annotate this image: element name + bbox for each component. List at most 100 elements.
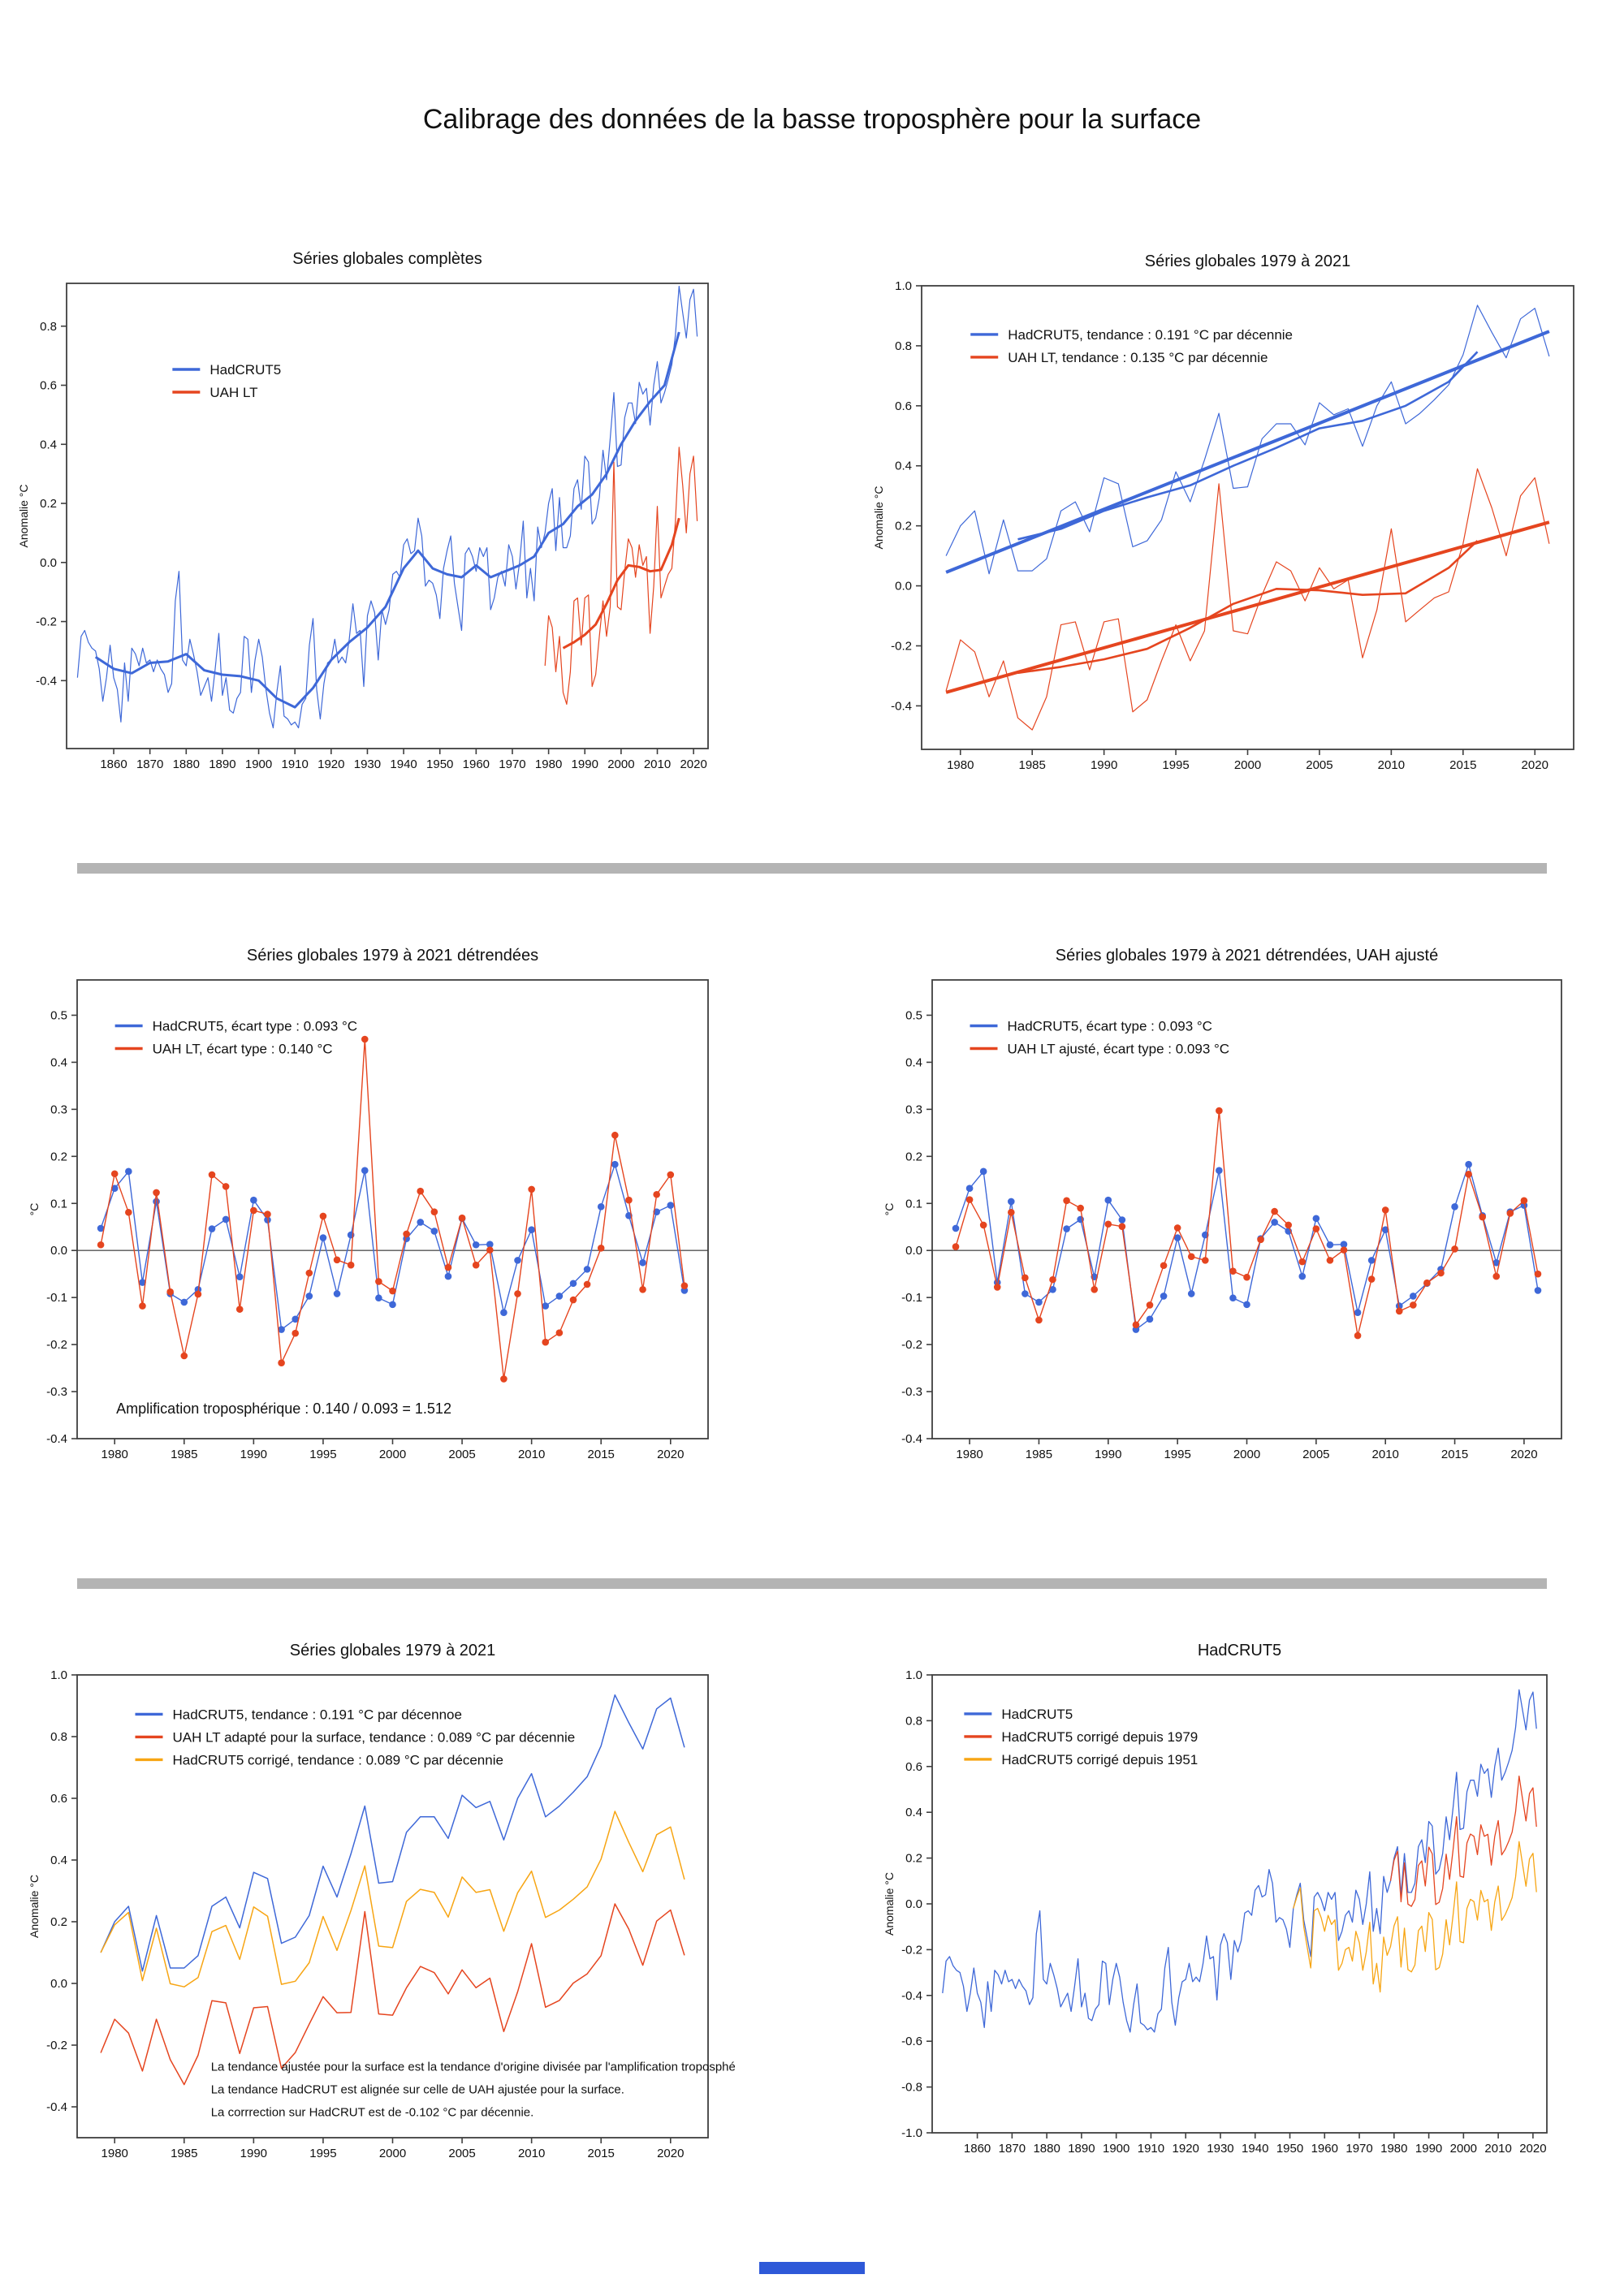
svg-text:1985: 1985 xyxy=(171,1448,197,1461)
svg-text:1960: 1960 xyxy=(1311,2142,1338,2156)
svg-text:HadCRUT5 corrigé depuis 1951: HadCRUT5 corrigé depuis 1951 xyxy=(1001,1752,1198,1767)
svg-text:1980: 1980 xyxy=(947,758,974,772)
svg-text:2010: 2010 xyxy=(1372,1448,1399,1461)
svg-text:Anomalie °C: Anomalie °C xyxy=(883,1872,896,1936)
svg-text:0.2: 0.2 xyxy=(50,1915,67,1929)
svg-text:0.4: 0.4 xyxy=(50,1055,67,1069)
svg-text:2020: 2020 xyxy=(657,1448,684,1461)
svg-text:1890: 1890 xyxy=(1068,2142,1095,2156)
svg-text:-0.2: -0.2 xyxy=(46,2039,67,2052)
svg-text:0.5: 0.5 xyxy=(905,1008,922,1022)
svg-text:1860: 1860 xyxy=(964,2142,991,2156)
svg-text:0.8: 0.8 xyxy=(50,1730,67,1744)
svg-text:UAH LT, écart type : 0.140 °C: UAH LT, écart type : 0.140 °C xyxy=(153,1042,333,1057)
svg-text:0.2: 0.2 xyxy=(40,497,57,511)
svg-text:2000: 2000 xyxy=(1450,2142,1477,2156)
svg-text:-0.3: -0.3 xyxy=(901,1385,922,1399)
svg-text:0.0: 0.0 xyxy=(895,580,912,593)
svg-text:0.4: 0.4 xyxy=(905,1055,922,1069)
svg-text:1900: 1900 xyxy=(245,757,272,771)
svg-text:0.6: 0.6 xyxy=(40,379,57,393)
svg-text:-0.8: -0.8 xyxy=(901,2081,922,2095)
svg-text:-0.2: -0.2 xyxy=(901,1943,922,1957)
section-divider-top xyxy=(77,863,1547,874)
svg-text:HadCRUT5: HadCRUT5 xyxy=(1198,1642,1281,1659)
svg-text:Séries globales 1979 à 2021 dé: Séries globales 1979 à 2021 détrendées xyxy=(247,947,538,965)
svg-text:2020: 2020 xyxy=(680,757,706,771)
svg-text:Anomalie °C: Anomalie °C xyxy=(17,485,30,548)
svg-text:2005: 2005 xyxy=(448,2147,475,2160)
svg-text:0.0: 0.0 xyxy=(905,1244,922,1258)
svg-text:2015: 2015 xyxy=(1449,758,1476,772)
svg-text:0.6: 0.6 xyxy=(905,1760,922,1774)
svg-text:2005: 2005 xyxy=(1302,1448,1329,1461)
svg-text:HadCRUT5 corrigé depuis 1979: HadCRUT5 corrigé depuis 1979 xyxy=(1001,1729,1198,1745)
svg-text:-0.4: -0.4 xyxy=(901,1432,922,1446)
svg-text:-0.6: -0.6 xyxy=(901,2035,922,2048)
svg-text:HadCRUT5, écart type : 0.093 °: HadCRUT5, écart type : 0.093 °C xyxy=(153,1019,357,1034)
svg-text:La tendance ajustée pour la su: La tendance ajustée pour la surface est … xyxy=(211,2060,735,2074)
svg-text:1940: 1940 xyxy=(1242,2142,1268,2156)
svg-text:2020: 2020 xyxy=(657,2147,684,2160)
svg-text:2010: 2010 xyxy=(518,1448,545,1461)
svg-text:1980: 1980 xyxy=(102,2147,128,2160)
svg-text:2010: 2010 xyxy=(644,757,671,771)
svg-text:0.8: 0.8 xyxy=(895,339,912,353)
svg-text:UAH LT: UAH LT xyxy=(209,385,257,400)
svg-text:-0.2: -0.2 xyxy=(46,1338,67,1352)
svg-text:0.0: 0.0 xyxy=(905,1897,922,1911)
svg-text:2000: 2000 xyxy=(379,1448,406,1461)
svg-text:Anomalie °C: Anomalie °C xyxy=(28,1875,41,1938)
svg-text:2005: 2005 xyxy=(448,1448,475,1461)
svg-text:2015: 2015 xyxy=(588,1448,615,1461)
svg-text:1880: 1880 xyxy=(1033,2142,1060,2156)
chart-series-globales-1979-2021-tendances: Séries globales 1979 à 2021 Anomalie °C 19… xyxy=(872,252,1574,772)
chart-series-detrendees-uah-ajuste: Séries globales 1979 à 2021 détrendées, … xyxy=(883,947,1562,1461)
svg-text:1990: 1990 xyxy=(1091,758,1117,772)
svg-text:0.6: 0.6 xyxy=(895,399,912,413)
svg-text:HadCRUT5: HadCRUT5 xyxy=(209,362,281,378)
svg-text:Séries globales complètes: Séries globales complètes xyxy=(292,250,482,268)
svg-text:HadCRUT5, tendance : 0.191 °C: HadCRUT5, tendance : 0.191 °C par décenn… xyxy=(172,1707,461,1722)
svg-text:UAH LT adapté pour la surface,: UAH LT adapté pour la surface, tendance … xyxy=(172,1729,575,1745)
svg-text:1.0: 1.0 xyxy=(50,1668,67,1682)
svg-text:-0.4: -0.4 xyxy=(901,1989,922,2003)
svg-text:0.3: 0.3 xyxy=(50,1103,67,1116)
svg-text:Anomalie °C: Anomalie °C xyxy=(872,486,885,550)
svg-text:0.0: 0.0 xyxy=(50,1244,67,1258)
svg-text:0.6: 0.6 xyxy=(50,1792,67,1806)
chart-hadcrut5-corrige: HadCRUT5 Anomalie °C 1860 1870 1880 1890 1900 1… xyxy=(883,1642,1548,2156)
svg-text:1.0: 1.0 xyxy=(905,1668,922,1682)
svg-text:0.2: 0.2 xyxy=(895,520,912,533)
svg-text:-0.2: -0.2 xyxy=(901,1338,922,1352)
svg-text:0.4: 0.4 xyxy=(40,438,57,451)
svg-text:1860: 1860 xyxy=(100,757,127,771)
footer-accent-bar xyxy=(759,2262,865,2274)
svg-text:1910: 1910 xyxy=(1138,2142,1164,2156)
svg-text:-0.4: -0.4 xyxy=(891,699,912,713)
svg-text:°C: °C xyxy=(883,1203,896,1216)
svg-text:1940: 1940 xyxy=(390,757,417,771)
svg-text:2015: 2015 xyxy=(1441,1448,1468,1461)
svg-text:1990: 1990 xyxy=(240,2147,267,2160)
svg-text:Séries globales 1979 à 2021: Séries globales 1979 à 2021 xyxy=(1145,252,1351,270)
svg-text:1995: 1995 xyxy=(309,2147,336,2160)
svg-text:0.4: 0.4 xyxy=(50,1854,67,1867)
svg-text:1990: 1990 xyxy=(240,1448,267,1461)
svg-text:Amplification troposphérique :: Amplification troposphérique : 0.140 / 0… xyxy=(116,1400,451,1417)
svg-text:-0.1: -0.1 xyxy=(901,1291,922,1305)
chart-series-globales-completes: Séries globales complètes Anomalie °C 1860… xyxy=(17,250,709,771)
svg-text:1990: 1990 xyxy=(1095,1448,1121,1461)
svg-text:2010: 2010 xyxy=(518,2147,545,2160)
svg-text:1.0: 1.0 xyxy=(895,279,912,293)
svg-text:Séries globales 1979 à 2021 dé: Séries globales 1979 à 2021 détrendées, … xyxy=(1056,947,1438,965)
svg-text:2000: 2000 xyxy=(1233,1448,1260,1461)
svg-text:UAH LT ajusté, écart type : 0.: UAH LT ajusté, écart type : 0.093 °C xyxy=(1008,1042,1230,1057)
svg-text:2020: 2020 xyxy=(1519,2142,1546,2156)
svg-text:0.0: 0.0 xyxy=(40,556,57,570)
svg-text:1980: 1980 xyxy=(102,1448,128,1461)
svg-text:1960: 1960 xyxy=(463,757,490,771)
svg-text:2000: 2000 xyxy=(1234,758,1261,772)
svg-text:1980: 1980 xyxy=(535,757,562,771)
svg-text:Séries globales 1979 à 2021: Séries globales 1979 à 2021 xyxy=(290,1642,496,1659)
